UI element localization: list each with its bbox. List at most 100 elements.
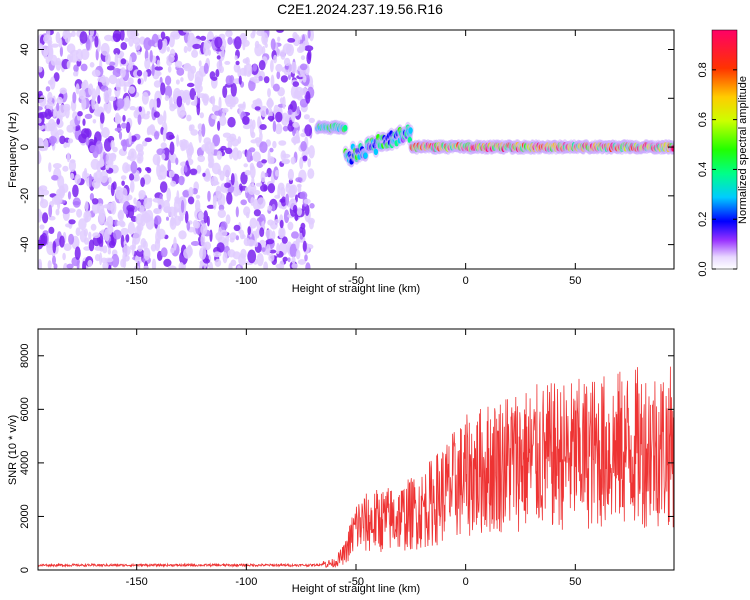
spectrogram-noise-blob (222, 164, 231, 177)
spectrogram-noise-blob (224, 60, 231, 65)
spectrogram-noise-blob (65, 223, 72, 228)
spectrogram-noise-blob (166, 187, 171, 202)
spectrogram-noise-blob (163, 110, 167, 124)
spectrogram-noise-blob (302, 155, 308, 162)
chart-title: C2E1.2024.237.19.56.R16 (277, 1, 443, 17)
spectrogram-noise-blob (88, 83, 94, 96)
spectrogram-noise-blob (102, 245, 108, 254)
spectrogram-noise-blob (83, 210, 92, 223)
spectrogram-noise-blob (139, 205, 145, 214)
spectrogram-noise-blob (108, 264, 112, 269)
spectrogram-noise-blob (107, 184, 112, 190)
spectrogram-noise-blob (303, 198, 311, 204)
spectrogram-noise-blob (307, 158, 312, 168)
spectrogram-noise-blob (140, 177, 146, 188)
spectrogram-noise-blob (108, 74, 118, 85)
spectrogram-noise-blob (105, 53, 111, 65)
spectrogram-noise-blob (162, 128, 167, 142)
spectrogram-noise-blob (130, 180, 135, 193)
spectrogram-noise-blob (154, 131, 160, 140)
spectrogram-noise-blob (180, 111, 187, 116)
spectrogram-noise-blob (282, 153, 291, 159)
spectrogram-noise-blob (192, 43, 202, 50)
spectrogram-noise-blob (178, 175, 185, 186)
spectrogram-noise-blob (189, 168, 198, 175)
spectrogram-noise-blob (151, 258, 157, 269)
spectrogram-noise-blob (91, 69, 101, 77)
spectrogram-noise-blob (201, 123, 206, 137)
spectrogram-noise-blob (254, 106, 261, 111)
spectrogram-noise-blob (88, 173, 93, 188)
spectrogram-noise-blob (174, 90, 182, 97)
spectrogram-noise-blob (42, 212, 49, 224)
spectrogram-noise-blob (66, 124, 74, 133)
spectrogram-noise-blob (103, 90, 110, 104)
spectrogram-noise-blob (267, 205, 273, 211)
spectrogram-noise-blob (222, 107, 229, 113)
spectrogram-noise-blob (51, 174, 59, 181)
spectrogram-noise-blob (164, 85, 173, 99)
spectrogram-noise-blob (99, 170, 109, 183)
spectrogram-noise-blob (199, 247, 207, 260)
spectrogram-noise-blob (160, 82, 166, 96)
spectrogram-noise-blob (94, 35, 99, 48)
spectrogram-noise-blob (209, 142, 215, 153)
spectrogram-noise-blob (243, 64, 247, 77)
spectrogram-noise-blob (283, 209, 290, 224)
spectrogram-noise-blob (52, 109, 57, 118)
spectrogram-noise-blob (212, 134, 221, 147)
spectrogram-noise-blob (288, 73, 291, 80)
spectrogram-noise-blob (47, 260, 52, 269)
spectrogram-noise-blob (97, 95, 101, 104)
spectrogram-noise-blob (173, 206, 178, 219)
spectrogram-noise-blob (247, 226, 251, 236)
spectrogram-noise-blob (214, 258, 222, 267)
spectrogram-noise-blob (198, 129, 202, 144)
spectrogram-noise-blob (211, 95, 216, 107)
snr-x-tick-label: -50 (348, 576, 364, 588)
spectrogram-noise-blob (208, 261, 214, 269)
spectrogram-noise-blob (210, 180, 220, 186)
spectrogram-noise-blob (234, 36, 242, 50)
spectrogram-noise-blob (159, 164, 165, 173)
snr-frame (37, 328, 675, 571)
spectrogram-noise-blob (108, 61, 116, 66)
spectrogram-noise-blob (49, 76, 56, 90)
spectrogram-x-tick-label: -100 (235, 275, 257, 287)
spectrogram-noise-blob (228, 262, 233, 269)
spectrogram-noise-blob (91, 201, 100, 214)
spectrogram-noise-blob (232, 147, 240, 161)
spectrogram-noise-blob (154, 215, 162, 226)
spectrogram-noise-blob (233, 224, 241, 232)
spectrogram-noise-blob (106, 65, 115, 71)
spectrogram-noise-blob (304, 254, 308, 262)
spectrogram-noise-blob (114, 127, 122, 132)
spectrogram-noise-blob (197, 123, 203, 131)
spectrogram-noise-blob (107, 96, 117, 102)
spectrogram-noise-blob (244, 169, 251, 176)
spectrogram-noise-blob (269, 249, 277, 254)
spectrogram-noise-blob (299, 157, 304, 170)
spectrogram-noise-blob (215, 185, 222, 199)
spectrogram-noise-blob (166, 216, 169, 221)
spectrogram-noise-blob (52, 240, 57, 254)
spectrogram-noise-blob (280, 186, 286, 197)
spectrogram-y-tick-label: -20 (19, 188, 31, 204)
spectrogram-noise-blob (112, 30, 122, 43)
spectrogram-noise-blob (134, 42, 141, 51)
spectrogram-noise-blob (216, 242, 225, 253)
spectrogram-noise-blob (263, 185, 268, 192)
spectrogram-noise-blob (66, 43, 76, 54)
spectrogram-noise-blob (300, 222, 306, 230)
spectrogram-noise-blob (68, 219, 76, 225)
colorbar-bar (712, 30, 737, 269)
spectrogram-noise-blob (167, 265, 177, 269)
spectrogram-noise-blob (121, 122, 127, 129)
spectrogram-noise-blob (242, 115, 250, 125)
spectrogram-noise-blob (247, 249, 257, 264)
spectrogram-noise-blob (81, 96, 87, 111)
spectrogram-noise-blob (91, 198, 99, 205)
spectrogram-noise-blob (72, 184, 79, 198)
spectrogram-noise-blob (81, 81, 87, 91)
spectrogram-noise-blob (106, 215, 114, 228)
